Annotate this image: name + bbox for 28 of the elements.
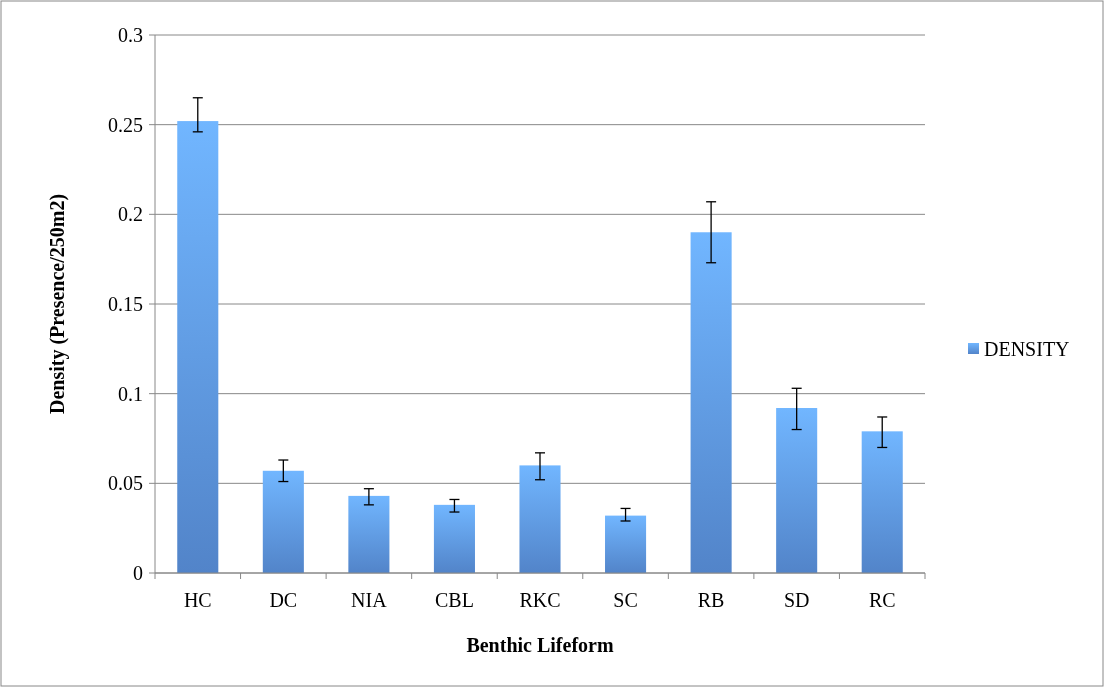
bar	[519, 465, 561, 573]
y-tick-label: 0.25	[108, 113, 143, 136]
x-tick-label: SC	[613, 589, 638, 611]
y-tick-label: 0	[133, 562, 143, 584]
x-tick-label: CBL	[434, 589, 474, 611]
x-tick-label: NIA	[351, 589, 388, 611]
x-tick-label: SD	[783, 589, 810, 611]
y-axis-title: Density (Presence/250m2)	[46, 193, 69, 415]
x-axis-title: Benthic Lifeform	[466, 634, 614, 656]
x-tick-label: RKC	[519, 589, 561, 611]
bar	[605, 515, 647, 573]
y-tick-label: 0.05	[108, 472, 143, 495]
bar	[861, 431, 903, 573]
bar	[690, 232, 732, 573]
bar	[776, 408, 818, 573]
x-tick-label: RC	[868, 589, 896, 611]
bar	[262, 470, 304, 573]
y-tick-label: 0.1	[118, 382, 143, 405]
legend-label: DENSITY	[984, 338, 1070, 360]
bar	[433, 504, 475, 573]
x-tick-label: DC	[269, 589, 298, 611]
x-tick-label: HC	[183, 589, 212, 611]
y-tick-label: 0.2	[118, 203, 143, 226]
bar	[177, 121, 219, 573]
y-tick-label: 0.3	[118, 24, 143, 46]
y-tick-label: 0.15	[108, 293, 143, 315]
bar	[348, 495, 390, 573]
x-tick-label: RB	[697, 589, 725, 611]
